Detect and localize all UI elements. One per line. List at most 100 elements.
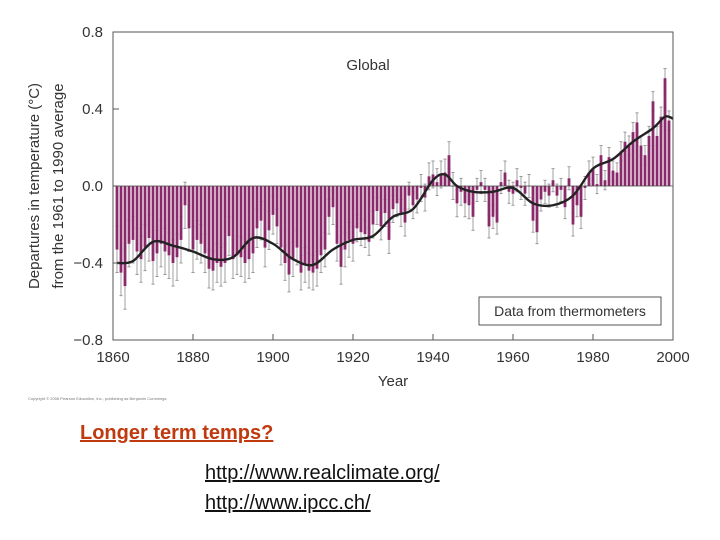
bar [643, 155, 647, 186]
bar [195, 186, 199, 240]
y-tick-label: −0.4 [73, 255, 103, 272]
bar [535, 186, 539, 233]
bar [503, 172, 507, 186]
bar [295, 186, 299, 248]
ipcc-link[interactable]: http://www.ipcc.ch/ [205, 492, 371, 514]
bar [351, 186, 355, 244]
bar [287, 186, 291, 275]
bars [115, 78, 671, 287]
bar [199, 186, 203, 244]
bar [247, 186, 251, 260]
bar [163, 186, 167, 252]
x-tick-label: 1980 [576, 349, 609, 366]
x-tick-label: 1920 [336, 349, 369, 366]
bar [171, 186, 175, 263]
x-tick-label: 2000 [656, 349, 689, 366]
bar [623, 141, 627, 186]
bar [131, 186, 135, 240]
bar [179, 186, 183, 240]
bar [243, 186, 247, 263]
bar [467, 186, 471, 206]
bar [563, 186, 567, 208]
bar [495, 186, 499, 223]
bar [359, 186, 363, 233]
bar [551, 180, 555, 186]
bar [603, 180, 607, 186]
bar [279, 186, 283, 248]
bar [511, 186, 515, 194]
bar [615, 172, 619, 186]
x-tick-label: 1880 [176, 349, 209, 366]
bar [587, 172, 591, 186]
bar [347, 186, 351, 240]
bar [667, 120, 671, 186]
bar [655, 135, 659, 186]
temperature-chart: 1860 1880 1900 1920 1940 1960 1980 2000 −0.8 −0.4… [26, 24, 690, 390]
bar [471, 186, 475, 217]
bar [227, 186, 231, 237]
bar [595, 184, 599, 186]
annotation-box [478, 296, 662, 326]
bar [599, 155, 603, 186]
bar [223, 186, 227, 263]
bar [507, 186, 511, 192]
bar [155, 186, 159, 254]
bar [571, 186, 575, 225]
bar [263, 186, 267, 248]
bar [355, 186, 359, 229]
bar [439, 174, 443, 186]
bar [399, 186, 403, 213]
x-tick-label: 1960 [496, 349, 529, 366]
bar [547, 186, 551, 196]
question-heading: Longer term temps? [80, 422, 274, 444]
bar [447, 155, 451, 186]
bar [259, 186, 263, 221]
y-tick-label: 0.4 [82, 101, 103, 118]
bar [139, 186, 143, 260]
y-tick-label: 0.0 [82, 178, 103, 195]
bar [299, 186, 303, 273]
bar [555, 186, 559, 196]
bar [323, 186, 327, 250]
x-axis-label: Year [378, 373, 408, 390]
bar [631, 132, 635, 186]
bar [207, 186, 211, 269]
bar [251, 186, 255, 254]
bar [119, 186, 123, 273]
bar [559, 186, 563, 190]
bar [627, 145, 631, 186]
bar [123, 186, 127, 287]
bar [487, 186, 491, 227]
bar [463, 186, 467, 204]
bar [519, 186, 523, 188]
bar [283, 186, 287, 263]
bar [187, 186, 191, 229]
bar [575, 186, 579, 206]
bar [427, 176, 431, 186]
bar [407, 186, 411, 196]
bar [543, 186, 547, 192]
bar [491, 186, 495, 217]
bar [659, 116, 663, 186]
bar [383, 186, 387, 213]
x-tick-label: 1940 [416, 349, 449, 366]
bar [175, 186, 179, 258]
annotation-text: Data from thermometers [494, 303, 646, 319]
y-tick-label: 0.8 [82, 24, 103, 41]
bar [255, 186, 259, 229]
bar [315, 186, 319, 269]
bar [499, 182, 503, 186]
bar [379, 186, 383, 227]
x-tick-label: 1900 [256, 349, 289, 366]
bar [611, 170, 615, 186]
bar [475, 186, 479, 190]
realclimate-link[interactable]: http://www.realclimate.org/ [205, 462, 440, 484]
bar [663, 78, 667, 186]
y-axis-label-line2: from the 1961 to 1990 average [50, 83, 67, 288]
bar [415, 186, 419, 200]
x-tick-label: 1860 [96, 349, 129, 366]
bar [483, 186, 487, 190]
bar [291, 186, 295, 260]
bar [419, 186, 423, 188]
bar [135, 186, 139, 252]
